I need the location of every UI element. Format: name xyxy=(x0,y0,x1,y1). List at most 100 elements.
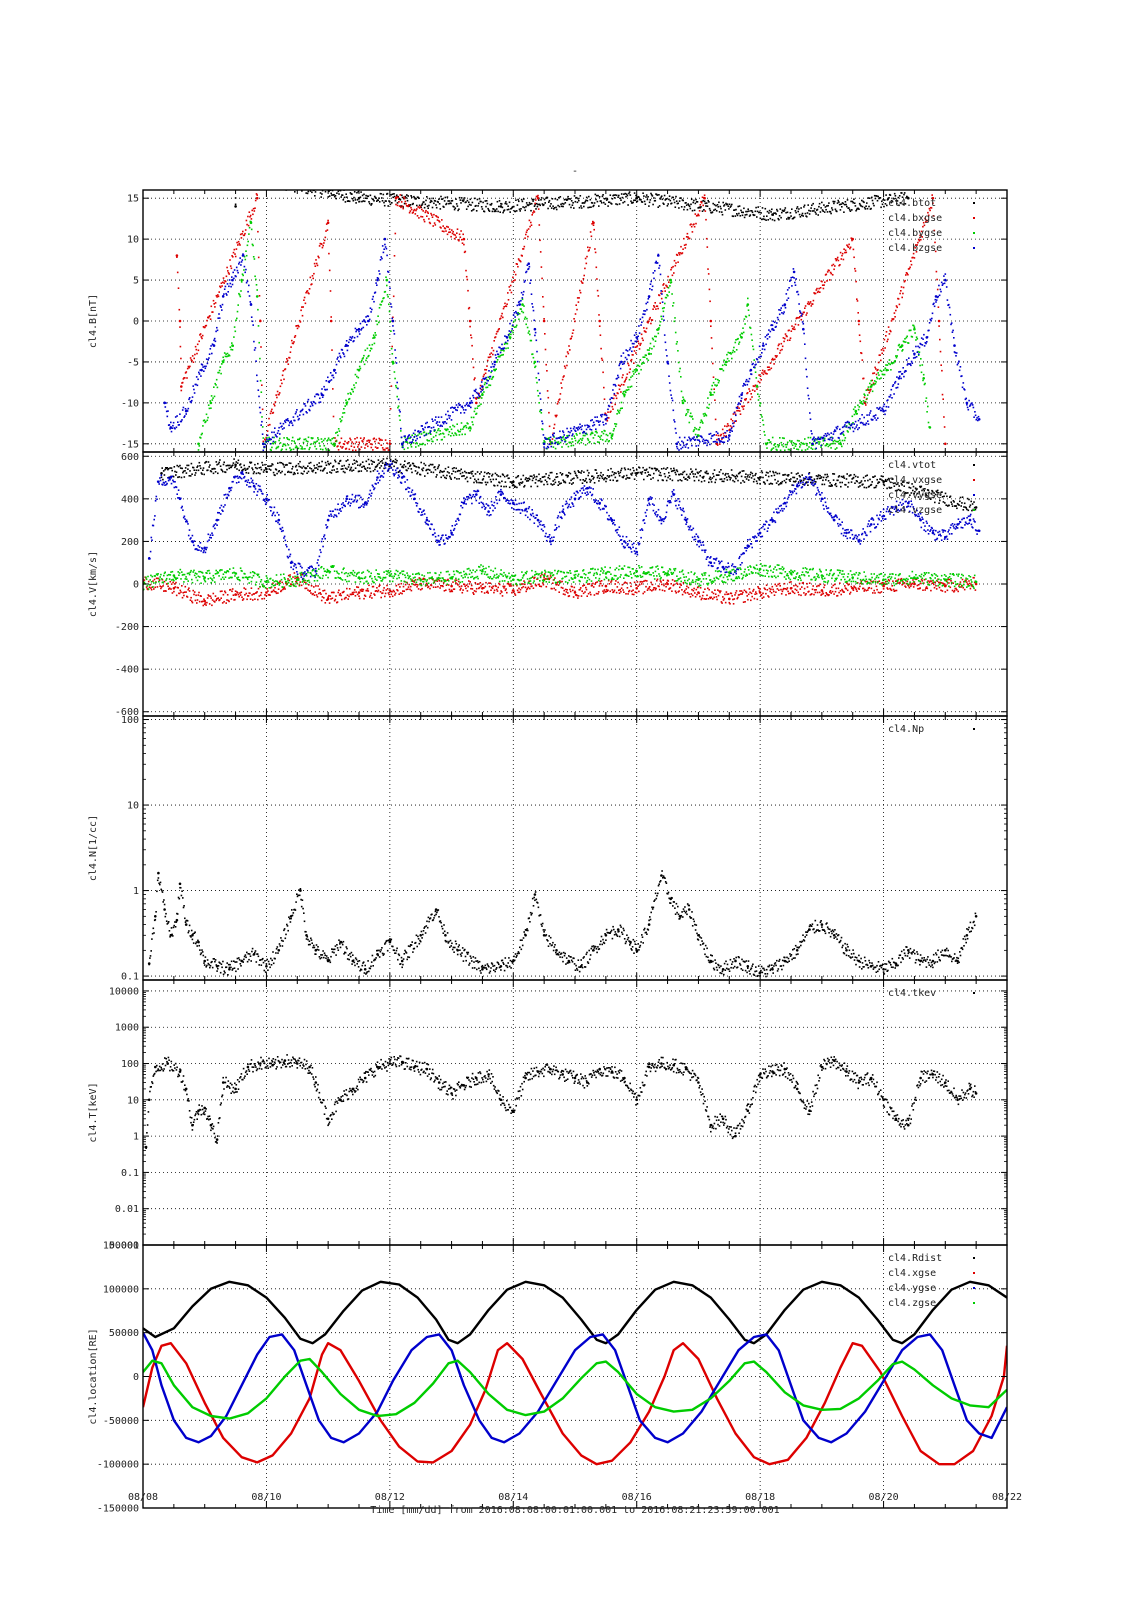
data-point xyxy=(923,383,926,386)
data-point xyxy=(522,293,524,296)
data-point xyxy=(542,476,545,478)
data-point xyxy=(333,195,336,198)
data-point xyxy=(332,465,335,467)
data-point xyxy=(669,389,672,392)
data-point xyxy=(845,425,848,427)
data-point xyxy=(276,446,279,449)
data-point xyxy=(195,383,197,386)
data-point xyxy=(222,277,225,279)
data-point xyxy=(950,323,952,326)
data-point xyxy=(443,200,446,202)
data-point xyxy=(648,318,651,321)
data-point xyxy=(602,194,604,196)
data-point xyxy=(307,190,310,193)
data-point xyxy=(431,214,433,216)
data-point xyxy=(292,342,295,345)
data-point xyxy=(350,337,353,339)
data-point xyxy=(708,207,711,210)
data-point xyxy=(504,335,506,337)
data-point xyxy=(766,334,768,337)
data-point xyxy=(800,441,802,444)
data-point xyxy=(361,359,363,362)
data-point xyxy=(836,425,839,428)
data-point xyxy=(330,379,333,381)
data-point xyxy=(878,378,881,380)
data-point xyxy=(786,211,789,214)
data-point xyxy=(479,473,481,475)
data-point xyxy=(207,359,209,361)
data-point xyxy=(257,462,259,465)
data-point xyxy=(589,246,591,249)
data-point xyxy=(641,201,644,203)
data-point xyxy=(814,439,816,442)
data-point xyxy=(247,467,249,470)
data-point xyxy=(294,465,297,468)
data-point xyxy=(232,256,234,258)
data-point xyxy=(215,294,218,297)
data-point xyxy=(638,332,641,334)
data-point xyxy=(313,272,315,275)
data-point xyxy=(528,204,530,206)
data-point xyxy=(650,322,652,325)
data-point xyxy=(247,215,249,218)
data-point xyxy=(683,444,685,447)
data-point xyxy=(854,406,856,408)
data-point xyxy=(599,334,602,336)
data-point xyxy=(898,375,901,378)
data-point xyxy=(461,433,463,436)
data-point xyxy=(754,390,756,392)
data-point xyxy=(362,441,364,443)
data-point xyxy=(277,462,279,464)
data-point xyxy=(816,442,818,444)
data-point xyxy=(722,432,725,435)
data-point xyxy=(361,200,363,203)
data-point xyxy=(416,437,418,440)
data-point xyxy=(218,371,220,374)
data-point xyxy=(312,443,315,445)
data-point xyxy=(409,437,411,439)
data-point xyxy=(474,397,477,399)
data-point xyxy=(314,402,317,405)
data-point xyxy=(709,393,713,397)
data-point xyxy=(706,439,709,442)
data-point xyxy=(658,267,660,269)
data-point xyxy=(427,426,430,428)
data-point xyxy=(246,171,248,173)
data-point xyxy=(891,385,894,387)
data-point xyxy=(444,421,446,423)
data-point xyxy=(296,327,299,330)
data-point xyxy=(472,366,475,369)
data-point xyxy=(844,424,846,426)
data-point xyxy=(632,201,634,204)
data-point xyxy=(273,175,275,177)
data-point xyxy=(334,460,337,463)
data-point xyxy=(348,463,350,466)
data-point xyxy=(687,203,689,205)
data-point xyxy=(678,436,681,439)
data-point xyxy=(462,409,465,411)
data-point xyxy=(244,258,247,261)
data-point xyxy=(368,463,370,466)
data-point xyxy=(179,345,182,348)
data-point xyxy=(834,258,837,260)
data-point xyxy=(751,211,754,214)
data-point xyxy=(326,229,329,231)
data-point xyxy=(309,461,312,464)
data-point xyxy=(425,432,428,435)
data-point xyxy=(792,270,796,274)
data-point xyxy=(634,371,637,373)
data-point xyxy=(757,393,759,395)
data-point xyxy=(243,173,245,175)
data-point xyxy=(382,458,385,460)
data-point xyxy=(855,426,858,428)
data-point xyxy=(748,377,751,380)
data-point xyxy=(309,443,312,446)
data-point xyxy=(684,247,687,249)
data-point xyxy=(574,313,577,315)
data-point xyxy=(271,446,273,449)
data-point xyxy=(378,462,380,465)
data-point xyxy=(548,443,550,446)
data-point xyxy=(743,216,746,219)
data-point xyxy=(403,464,405,466)
data-point xyxy=(468,201,470,204)
